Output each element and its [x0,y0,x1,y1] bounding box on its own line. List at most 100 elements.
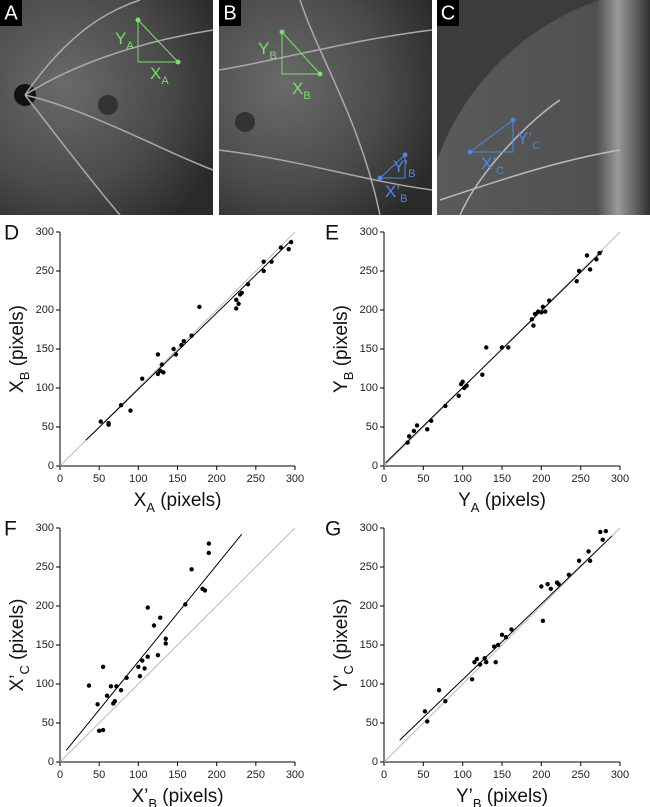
label-part: Y [331,380,352,393]
subscript: B [17,372,32,381]
point [106,422,111,427]
x-tick-label: 150 [493,769,511,781]
point [429,418,434,423]
point [202,588,208,593]
point [406,434,412,439]
point [181,339,186,344]
label-part: X’ [7,675,28,692]
label-part: X’ [131,786,148,807]
subscript: C [17,665,32,674]
point [206,541,212,546]
x-tick-label: 300 [611,473,629,485]
point [151,623,157,628]
y-axis-label: X’C (pixels) [7,599,32,692]
x-tick-label: 150 [168,473,186,485]
label-part: X’ [385,182,400,201]
point [261,259,266,264]
point [586,549,591,554]
x-tick-label: 300 [611,769,629,781]
y-tick-label: 200 [360,304,378,316]
point [269,259,274,264]
point [574,278,579,284]
y-tick-label: 150 [36,639,54,651]
x-tick-label: 100 [129,473,147,485]
identity-line [383,527,621,763]
point [540,304,546,310]
x-tick-label: 250 [247,769,265,781]
label-part: Y’ [517,129,532,148]
point [548,586,553,592]
point [189,567,194,572]
label-part: (pixels) [479,490,546,511]
image-annotation: Y’B [393,157,415,179]
point [163,636,168,641]
image-annotation: X’C [481,154,504,176]
point [531,323,536,328]
point [597,250,602,256]
y-tick-label: 300 [360,226,378,238]
vessels [24,0,214,216]
panel-label: F [4,518,17,541]
panel-label: D [4,222,19,245]
label-part: (pixels) [155,490,222,511]
point [480,372,485,377]
point [112,698,118,704]
y-tick-label: 200 [36,304,54,316]
point [245,282,251,287]
subscript: C [341,665,356,674]
measure-lines [281,31,321,75]
point [499,632,505,638]
y-tick-label: 150 [36,343,54,355]
fovea [98,95,118,115]
point [236,301,241,306]
point [484,345,489,350]
y-axis-label: XB (pixels) [7,305,32,393]
x-tick-label: 300 [286,769,304,781]
image-annotation: Y’C [517,129,540,151]
y-tick-label: 0 [48,756,54,768]
point [411,428,417,434]
point [436,688,442,693]
point [443,403,448,409]
point [456,393,461,398]
y-tick-label: 300 [360,522,378,534]
fit-line [85,239,293,441]
y-tick-label: 250 [36,265,54,277]
subscript: B [408,168,415,180]
point [529,317,535,322]
point [173,352,179,357]
point [158,615,163,620]
subscript: B [269,50,276,62]
label-part: X [7,380,28,393]
point [495,642,501,648]
x-tick-label: 150 [168,769,186,781]
point [96,728,102,733]
point [239,290,244,296]
x-tick-label: 250 [571,473,589,485]
point [163,641,168,646]
label-part: X’ [481,154,496,173]
point [425,719,430,724]
x-axis-label: Y’B (pixels) [456,786,548,807]
point [137,674,143,679]
point [278,245,284,250]
point [108,684,114,689]
x-tick-label: 200 [532,473,550,485]
point [155,371,161,377]
label-part: X [292,79,303,98]
x-tick-label: 0 [57,473,63,485]
point [491,644,497,649]
x-tick-label: 50 [417,473,429,485]
fit-line [65,533,243,751]
label-part: Y’ [393,157,408,176]
x-axis-label: X’B (pixels) [131,786,223,807]
subscript: A [161,75,169,87]
y-tick-label: 50 [42,421,54,433]
point [484,659,489,665]
dark-region [437,0,600,160]
point [414,423,420,428]
point [600,537,605,542]
x-tick-label: 0 [57,769,63,781]
image-annotation: X’B [385,182,407,204]
